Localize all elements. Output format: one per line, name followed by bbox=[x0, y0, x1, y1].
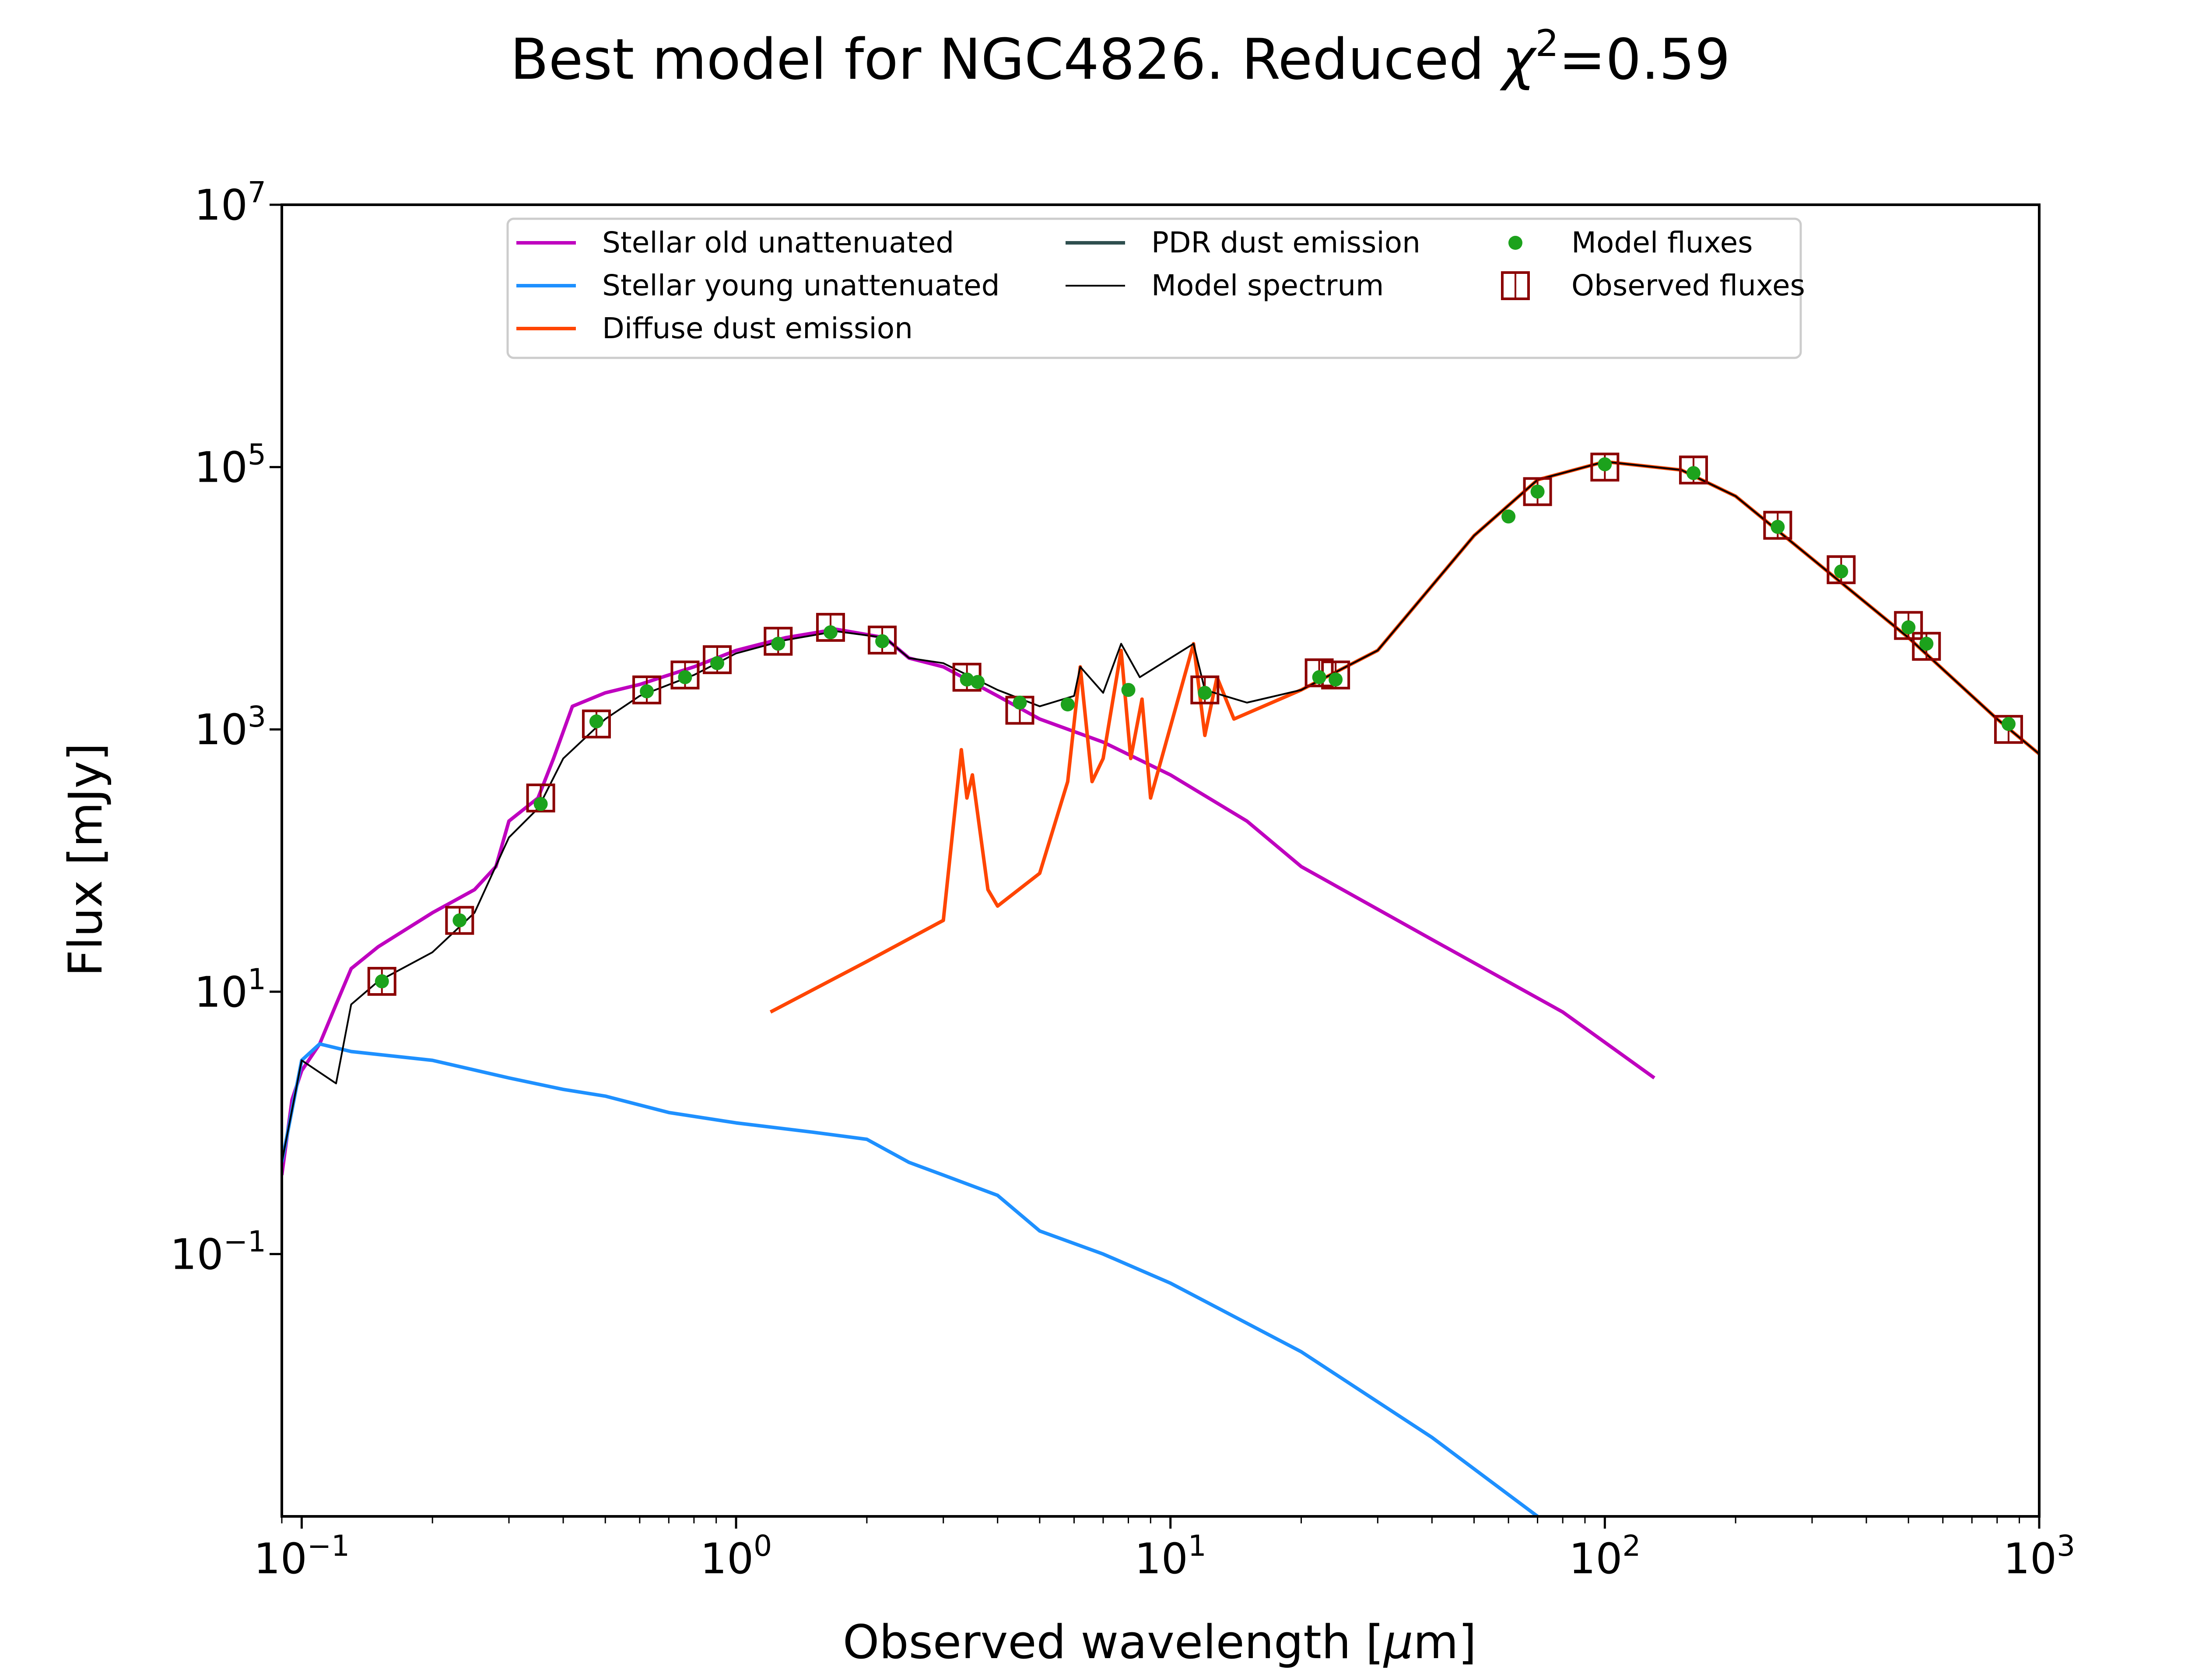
legend-label-model-fluxes: Model fluxes bbox=[1571, 226, 1753, 259]
y-tick-label: 107 bbox=[194, 175, 266, 230]
model-flux-point bbox=[1013, 696, 1027, 710]
x-tick-label: 100 bbox=[700, 1529, 772, 1583]
y-tick-label: 103 bbox=[194, 700, 266, 754]
axis-ticks: 10−1 100 101 102 103 10−1 101 103 105 107 bbox=[170, 175, 2076, 1583]
legend-box bbox=[506, 217, 1802, 359]
model-flux-point bbox=[1901, 620, 1916, 634]
model-flux-point bbox=[640, 684, 654, 699]
model-flux-point bbox=[452, 913, 467, 928]
y-tick-label: 101 bbox=[194, 962, 266, 1017]
legend-swatch-model-fluxes bbox=[1508, 236, 1522, 250]
model-flux-point bbox=[875, 634, 890, 648]
model-flux-point bbox=[1312, 670, 1326, 684]
legend-label-pdr-dust-emission: PDR dust emission bbox=[1151, 226, 1420, 259]
model-flux-point bbox=[1198, 686, 1212, 700]
x-tick-label: 10−1 bbox=[254, 1529, 350, 1583]
model-flux-point bbox=[1686, 466, 1701, 480]
x-tick-label: 101 bbox=[1135, 1529, 1206, 1583]
legend-label-stellar-old-unattenuated: Stellar old unattenuated bbox=[602, 226, 954, 259]
model-flux-point bbox=[1329, 672, 1343, 687]
model-flux-point bbox=[589, 714, 603, 729]
model-flux-point bbox=[960, 672, 974, 687]
model-flux-point bbox=[1501, 509, 1516, 524]
marker-layer bbox=[367, 452, 2023, 996]
model-flux-point bbox=[678, 670, 692, 684]
legend-label-stellar-young-unattenuated: Stellar young unattenuated bbox=[602, 269, 1000, 302]
model-flux-point bbox=[533, 797, 548, 811]
model-flux-point bbox=[375, 974, 389, 989]
model-flux-point bbox=[710, 656, 725, 670]
model-flux-point bbox=[1530, 484, 1545, 499]
model-flux-point bbox=[971, 675, 985, 689]
legend-label-observed-fluxes: Observed fluxes bbox=[1571, 269, 1805, 302]
legend-label-model-spectrum: Model spectrum bbox=[1151, 269, 1384, 302]
model-flux-point bbox=[823, 625, 838, 640]
x-axis-label: Observed wavelength [μm] bbox=[843, 1615, 1476, 1669]
model-flux-point bbox=[1121, 682, 1136, 697]
model-flux-point bbox=[1598, 457, 1612, 472]
legend-label-diffuse-dust-emission: Diffuse dust emission bbox=[602, 312, 913, 345]
model-flux-point bbox=[1060, 697, 1075, 712]
x-tick-label: 103 bbox=[2003, 1529, 2075, 1583]
model-flux-point bbox=[2001, 717, 2016, 731]
plot-frame bbox=[281, 203, 2041, 1518]
series-layer bbox=[282, 460, 2039, 1516]
y-tick-label: 105 bbox=[194, 438, 266, 492]
legend: Stellar old unattenuated Stellar young un… bbox=[506, 217, 1805, 359]
model-flux-point bbox=[771, 637, 785, 651]
y-axis-label: Flux [mJy] bbox=[59, 743, 112, 976]
model-flux-point bbox=[1771, 520, 1785, 534]
series-line-stellar-young-unattenuated bbox=[282, 1042, 1539, 1516]
model-flux-point bbox=[1834, 564, 1848, 579]
chart-title: Best model for NGC4826. Reduced χ2=0.59 bbox=[510, 22, 1730, 92]
x-tick-label: 102 bbox=[1569, 1529, 1641, 1583]
model-flux-point bbox=[1919, 637, 1934, 651]
y-tick-label: 10−1 bbox=[170, 1225, 266, 1279]
